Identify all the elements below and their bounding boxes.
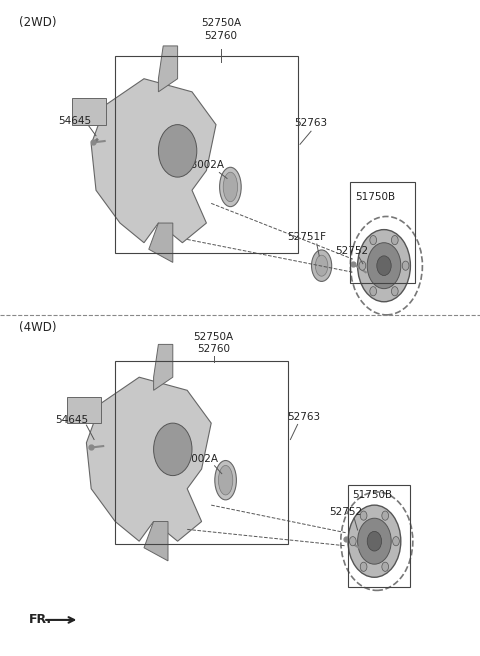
Circle shape — [348, 505, 401, 577]
Bar — [115, 361, 288, 544]
Circle shape — [392, 287, 398, 296]
Circle shape — [370, 287, 377, 296]
Text: 54645: 54645 — [58, 116, 91, 127]
Polygon shape — [158, 46, 178, 92]
Polygon shape — [91, 79, 216, 243]
Circle shape — [154, 423, 192, 476]
Text: 52763: 52763 — [294, 118, 328, 129]
Text: 54645: 54645 — [55, 415, 89, 425]
Circle shape — [158, 125, 197, 177]
Circle shape — [359, 261, 366, 270]
Circle shape — [393, 537, 399, 546]
Text: 52751F: 52751F — [287, 232, 326, 243]
Circle shape — [367, 243, 401, 289]
Ellipse shape — [219, 167, 241, 207]
Circle shape — [382, 562, 389, 571]
Polygon shape — [144, 522, 168, 561]
Text: 38002A: 38002A — [178, 454, 218, 464]
Polygon shape — [72, 98, 106, 125]
Bar — [115, 56, 298, 253]
Circle shape — [360, 511, 367, 520]
Text: 52760: 52760 — [197, 344, 230, 354]
Circle shape — [358, 230, 410, 302]
Ellipse shape — [223, 173, 238, 202]
Polygon shape — [67, 397, 101, 423]
Text: 51750B: 51750B — [355, 192, 396, 202]
Text: 52752: 52752 — [335, 245, 368, 256]
Text: FR.: FR. — [29, 613, 52, 626]
Text: 51750B: 51750B — [352, 490, 392, 501]
Polygon shape — [154, 344, 173, 390]
Circle shape — [392, 236, 398, 245]
Text: 38002A: 38002A — [184, 160, 224, 171]
Text: 52752: 52752 — [329, 506, 362, 517]
Circle shape — [402, 261, 409, 270]
Text: (2WD): (2WD) — [19, 16, 57, 30]
Polygon shape — [86, 377, 211, 541]
Text: 52750A: 52750A — [193, 331, 234, 342]
Circle shape — [377, 256, 391, 276]
Circle shape — [382, 511, 389, 520]
Circle shape — [367, 531, 382, 551]
Ellipse shape — [312, 250, 332, 281]
Circle shape — [349, 537, 356, 546]
Bar — [348, 485, 410, 587]
Circle shape — [360, 562, 367, 571]
Ellipse shape — [315, 255, 328, 276]
Text: 52760: 52760 — [204, 31, 237, 41]
Circle shape — [370, 236, 377, 245]
Text: 52750A: 52750A — [201, 18, 241, 28]
Text: (4WD): (4WD) — [19, 321, 57, 335]
Circle shape — [358, 518, 391, 564]
Ellipse shape — [215, 461, 236, 500]
Bar — [350, 182, 415, 283]
Text: 52763: 52763 — [287, 411, 320, 422]
Polygon shape — [149, 223, 173, 262]
Ellipse shape — [218, 466, 233, 495]
